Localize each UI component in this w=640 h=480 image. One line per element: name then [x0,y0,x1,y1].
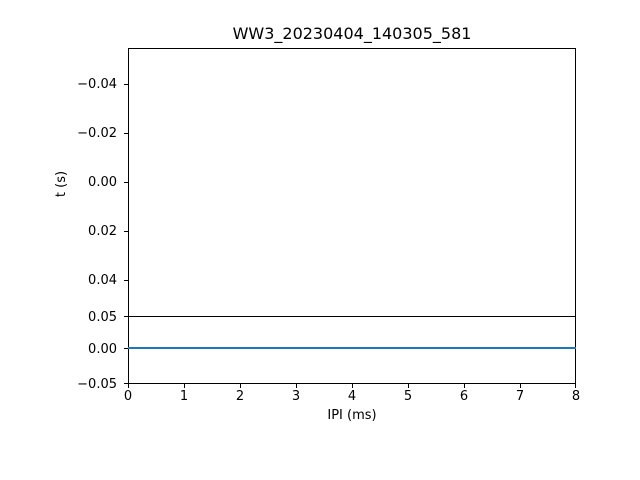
x-tick-label: 7 [515,389,525,404]
x-tick-mark [575,384,576,388]
y-tick-mark [124,231,128,232]
y-tick-mark [124,182,128,183]
y-tick-label: 0.04 [88,273,117,288]
y-axis-label: t (s) [54,170,69,198]
x-tick-label: 0 [123,389,133,404]
plot-area [128,48,576,384]
x-tick-mark [520,384,521,388]
x-tick-label: 8 [571,389,581,404]
y-tick-label: 0.00 [88,175,117,190]
y-tick-label: −0.04 [77,77,117,92]
x-tick-mark [464,384,465,388]
x-tick-label: 2 [235,389,245,404]
y-tick-label: 0.05 [88,310,117,325]
panel-divider-line [128,316,576,317]
y-tick-label: 0.02 [88,224,117,239]
y-tick-mark [124,348,128,349]
x-tick-mark [240,384,241,388]
y-tick-label: 0.00 [88,342,117,357]
x-tick-label: 3 [291,389,301,404]
y-tick-mark [124,84,128,85]
x-tick-label: 4 [347,389,357,404]
signal-line [128,347,576,349]
x-tick-mark [352,384,353,388]
x-tick-mark [184,384,185,388]
x-tick-label: 5 [403,389,413,404]
y-tick-mark [124,316,128,317]
x-tick-label: 6 [459,389,469,404]
y-tick-mark [124,280,128,281]
chart-title: WW3_20230404_140305_581 [232,24,472,43]
y-tick-label: −0.05 [77,377,117,392]
x-tick-mark [296,384,297,388]
x-tick-label: 1 [179,389,189,404]
x-tick-mark [128,384,129,388]
y-tick-label: −0.02 [77,126,117,141]
x-axis-label: IPI (ms) [327,408,377,423]
y-tick-mark [124,133,128,134]
x-tick-mark [408,384,409,388]
y-tick-mark [124,383,128,384]
